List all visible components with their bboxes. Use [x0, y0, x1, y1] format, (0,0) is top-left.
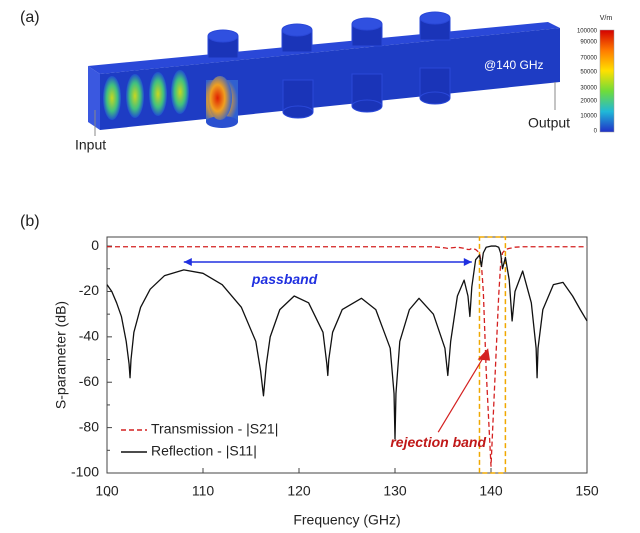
plot-frame [107, 237, 587, 473]
panel-label: (b) [20, 213, 40, 230]
colorbar-tick-label: 30000 [580, 86, 597, 92]
arrow-head [464, 258, 472, 266]
y-tick-label: -80 [79, 418, 99, 434]
series-line [107, 246, 587, 439]
colorbar-tick-label: 90000 [580, 40, 597, 46]
colorbar-tick-label: 100000 [577, 29, 598, 35]
figure: (a) Input Output @140 GHz V/m 1000009000… [0, 0, 640, 533]
page: {"figure_a":{"label":"(a)","input_label"… [0, 0, 640, 533]
y-tick-label: -100 [71, 464, 99, 480]
legend-label: Reflection - |S11| [151, 443, 257, 459]
colorbar-unit: V/m [600, 15, 613, 22]
annotation: passband [251, 271, 318, 287]
x-tick-label: 140 [479, 483, 503, 499]
y-axis-label: S-parameter (dB) [53, 301, 69, 409]
frequency-note: @140 GHz [484, 58, 544, 72]
x-tick-label: 120 [287, 483, 311, 499]
x-tick-label: 100 [95, 483, 119, 499]
y-tick-label: 0 [91, 237, 99, 253]
y-tick-label: -40 [79, 328, 99, 344]
colorbar-tick-label: 50000 [580, 70, 597, 76]
plot: 0 -20 -40 -60 -80 -100 100 110 120 130 140 150 passb… [71, 237, 599, 499]
x-tick-label: 110 [192, 483, 215, 499]
colorbar-tick-label: 0 [594, 129, 598, 135]
x-tick-label: 150 [575, 483, 599, 499]
legend-label: Transmission - |S21| [151, 421, 278, 437]
y-tick-label: -20 [79, 282, 99, 298]
panel-label: (a) [20, 9, 40, 26]
input-label: Input [75, 137, 106, 153]
colorbar-tick-label: 10000 [580, 114, 597, 120]
y-tick-label: -60 [79, 373, 99, 389]
arrow-head [184, 258, 192, 266]
colorbar-tick-label: 70000 [580, 56, 597, 62]
output-label: Output [528, 115, 570, 131]
colorbar-tick-label: 20000 [580, 99, 597, 105]
x-axis-label: Frequency (GHz) [293, 512, 400, 528]
annotation: rejection band [390, 434, 486, 450]
x-tick-label: 130 [383, 483, 407, 499]
